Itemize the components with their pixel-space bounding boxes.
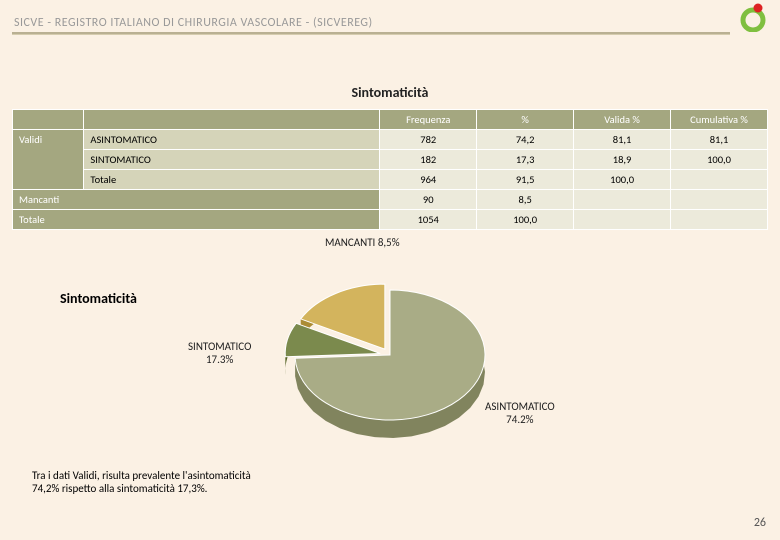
cell-freq: 964 (380, 170, 477, 190)
cell-pct: 91,5 (477, 170, 574, 190)
table-row: Mancanti 90 8,5 (13, 190, 768, 210)
cell-pct: 100,0 (477, 210, 574, 230)
cell-pct: 17,3 (477, 150, 574, 170)
cell-blank (574, 190, 671, 210)
cell-valid: 18,9 (574, 150, 671, 170)
cell-pct: 8,5 (477, 190, 574, 210)
data-table: Frequenza % Valida % Cumulativa % Validi… (12, 109, 768, 230)
cell-pct: 74,2 (477, 130, 574, 150)
cell-freq: 1054 (380, 210, 477, 230)
label-asintomatico-l2: 74.2% (506, 413, 533, 426)
row-mancanti: Mancanti (13, 190, 380, 210)
label-asintomatico: ASINTOMATICO 74.2% (485, 400, 555, 426)
cell-cum: 100,0 (671, 150, 768, 170)
th-valid: Valida % (574, 110, 671, 130)
th-blank0 (13, 110, 84, 130)
chart-area: Sintomaticità MANCANTI 8,5% SINTOMATICO … (0, 230, 780, 470)
table-row: Totale 1054 100,0 (13, 210, 768, 230)
th-freq: Frequenza (380, 110, 477, 130)
page-number: 26 (754, 516, 766, 530)
th-cum: Cumulativa % (671, 110, 768, 130)
table-row: Validi ASINTOMATICO 782 74,2 81,1 81,1 (13, 130, 768, 150)
label-sintomatico: SINTOMATICO 17.3% (188, 340, 251, 366)
cell-blank (671, 210, 768, 230)
table-row: Totale 964 91,5 100,0 (13, 170, 768, 190)
cell-cat: SINTOMATICO (84, 150, 380, 170)
th-pct: % (477, 110, 574, 130)
table-row: SINTOMATICO 182 17,3 18,9 100,0 (13, 150, 768, 170)
label-sintomatico-l1: SINTOMATICO (188, 340, 251, 353)
pie-chart (280, 260, 500, 465)
footnote-text: Tra i dati Validi, risulta prevalente l'… (32, 469, 262, 497)
logo-icon (738, 2, 768, 32)
cell-cum (671, 170, 768, 190)
cell-freq: 90 (380, 190, 477, 210)
cell-blank (671, 190, 768, 210)
th-blank1 (84, 110, 380, 130)
cell-valid: 81,1 (574, 130, 671, 150)
row-totale: Totale (13, 210, 380, 230)
chart-title: Sintomaticità (60, 290, 137, 307)
table-header-row: Frequenza % Valida % Cumulativa % (13, 110, 768, 130)
label-asintomatico-l1: ASINTOMATICO (485, 400, 555, 413)
label-mancanti: MANCANTI 8,5% (325, 236, 400, 249)
row-group-validi: Validi (13, 130, 84, 190)
header-title: SICVE - REGISTRO ITALIANO DI CHIRURGIA V… (14, 16, 373, 30)
page-title: Sintomaticità (0, 84, 780, 101)
cell-freq: 182 (380, 150, 477, 170)
cell-cat: Totale (84, 170, 380, 190)
cell-blank (574, 210, 671, 230)
cell-cum: 81,1 (671, 130, 768, 150)
cell-valid: 100,0 (574, 170, 671, 190)
header-rule (12, 32, 730, 35)
cell-cat: ASINTOMATICO (84, 130, 380, 150)
cell-freq: 782 (380, 130, 477, 150)
label-sintomatico-l2: 17.3% (206, 353, 233, 366)
